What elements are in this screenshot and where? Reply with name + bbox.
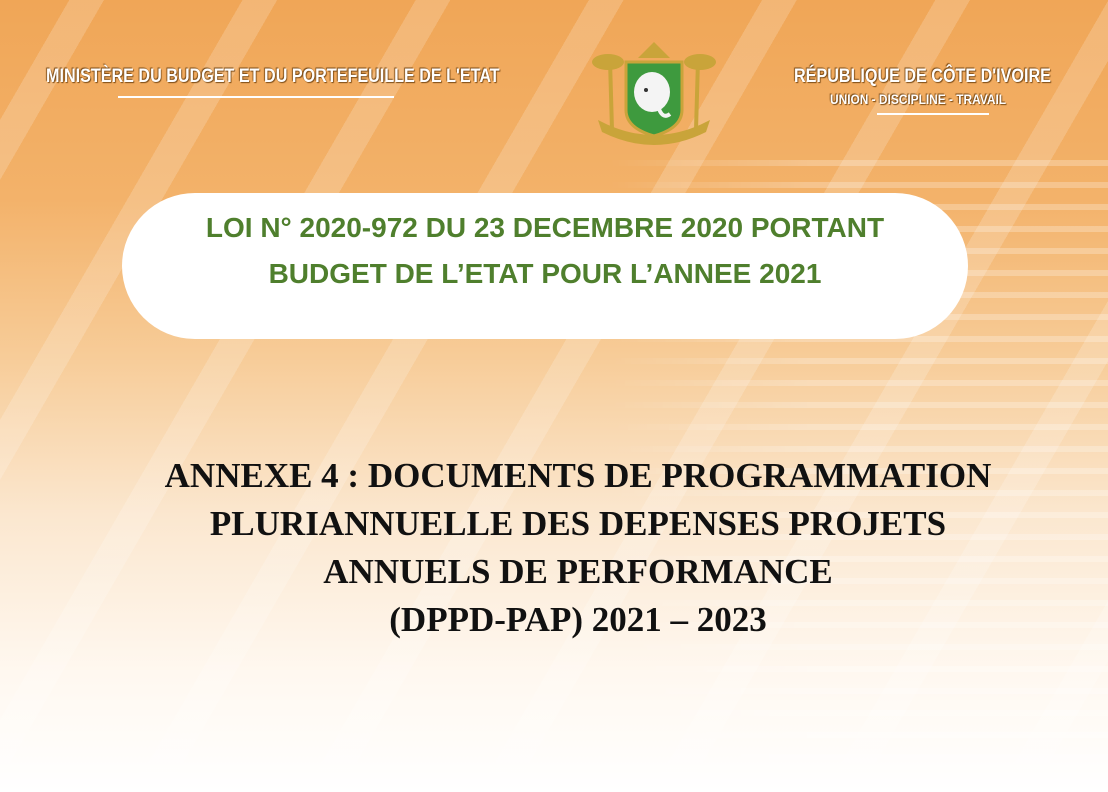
annexe-title-line-2: PLURIANNUELLE DES DEPENSES PROJETS	[209, 504, 947, 543]
ministry-underline	[118, 96, 394, 98]
annexe-title: ANNEXE 4 : DOCUMENTS DE PROGRAMMATION PL…	[0, 452, 1108, 644]
law-title-box	[122, 193, 968, 339]
republic-underline	[877, 113, 989, 115]
annexe-title-line-3: ANNUELS DE PERFORMANCE	[323, 552, 833, 591]
law-title: LOI N° 2020-972 DU 23 DECEMBRE 2020 PORT…	[122, 205, 968, 297]
annexe-title-line-4: (DPPD-PAP) 2021 – 2023	[389, 600, 767, 639]
annexe-title-line-1: ANNEXE 4 : DOCUMENTS DE PROGRAMMATION	[164, 456, 992, 495]
law-title-line-1: LOI N° 2020-972 DU 23 DECEMBRE 2020 PORT…	[205, 212, 885, 243]
coat-of-arms-icon	[592, 42, 716, 145]
republic-name: RÉPUBLIQUE DE CÔTE D'IVOIRE	[794, 66, 1051, 87]
law-title-line-2: BUDGET DE L’ETAT POUR L’ANNEE 2021	[268, 258, 822, 289]
national-motto: UNION - DISCIPLINE - TRAVAIL	[830, 91, 1007, 107]
ministry-name: MINISTÈRE DU BUDGET ET DU PORTEFEUILLE D…	[46, 66, 500, 87]
